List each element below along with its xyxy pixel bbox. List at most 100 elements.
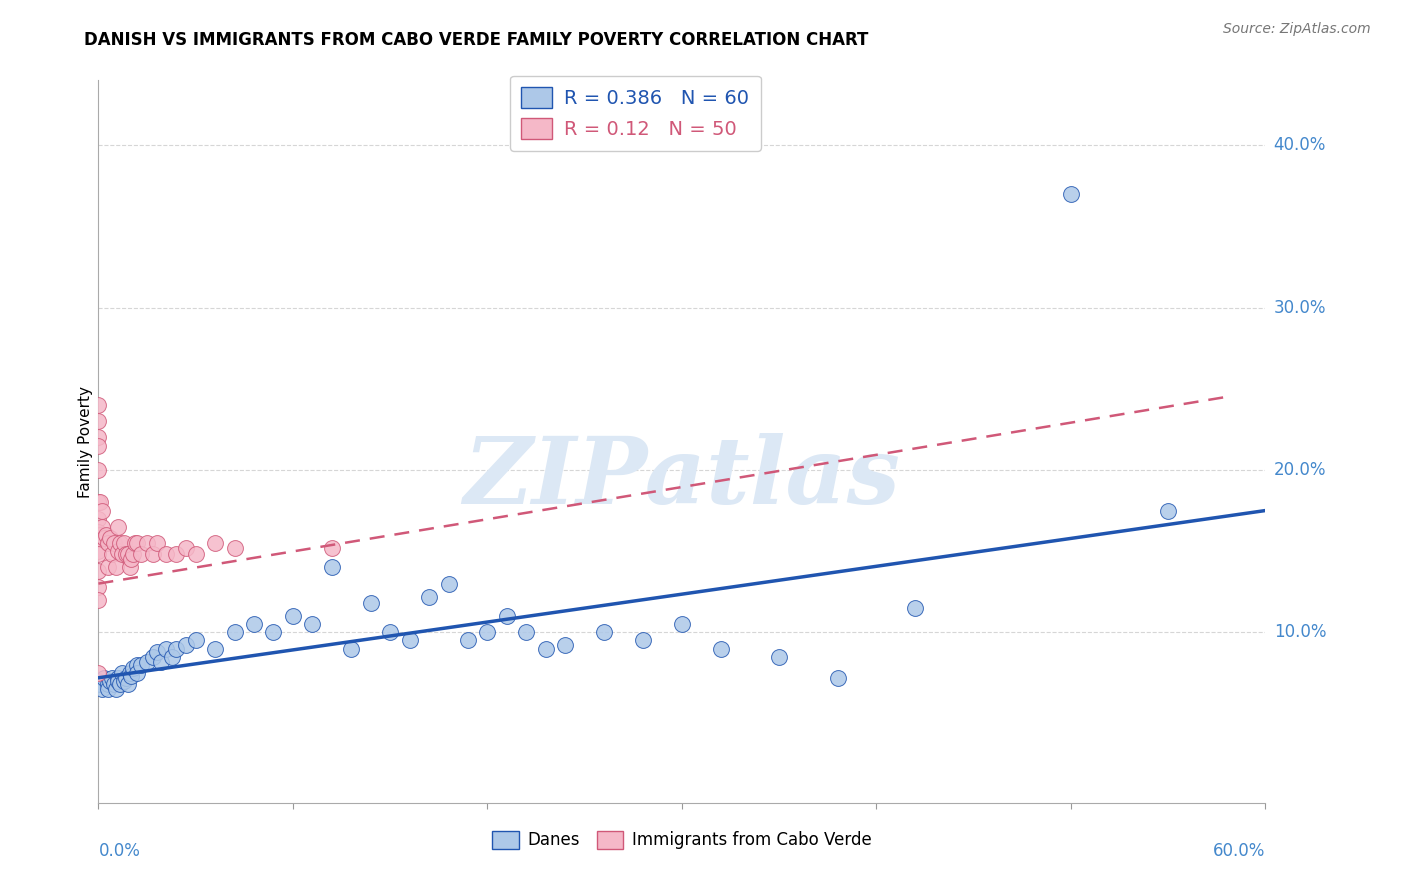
Point — [101, 548, 124, 562]
Point — [87, 495, 110, 509]
Point — [174, 541, 197, 555]
Point — [118, 665, 141, 680]
Point — [87, 524, 110, 539]
Text: Source: ZipAtlas.com: Source: ZipAtlas.com — [1223, 22, 1371, 37]
Point — [149, 655, 172, 669]
Point — [104, 560, 127, 574]
Point — [321, 541, 343, 555]
Point — [457, 633, 479, 648]
Point — [96, 528, 118, 542]
Point — [107, 544, 129, 558]
Point — [127, 657, 149, 672]
Point — [89, 495, 111, 509]
Point — [904, 601, 927, 615]
Point — [204, 536, 226, 550]
Point — [204, 641, 226, 656]
Point — [112, 673, 135, 688]
Text: 10.0%: 10.0% — [1274, 624, 1326, 641]
Point — [262, 625, 284, 640]
Point — [111, 665, 134, 680]
Point — [1060, 186, 1083, 201]
Point — [710, 641, 733, 656]
Point — [87, 430, 110, 444]
Point — [124, 536, 146, 550]
Text: 60.0%: 60.0% — [1213, 842, 1265, 860]
Point — [97, 536, 120, 550]
Point — [127, 665, 149, 680]
Point — [89, 677, 111, 691]
Point — [155, 641, 177, 656]
Point — [129, 657, 152, 672]
Point — [418, 590, 440, 604]
Point — [380, 625, 402, 640]
Point — [174, 638, 197, 652]
Point — [122, 661, 145, 675]
Point — [97, 682, 120, 697]
Point — [87, 531, 110, 545]
Point — [155, 548, 177, 562]
Point — [136, 536, 159, 550]
Point — [87, 463, 110, 477]
Text: 0.0%: 0.0% — [98, 842, 141, 860]
Point — [162, 649, 184, 664]
Point — [114, 548, 136, 562]
Point — [101, 671, 124, 685]
Point — [121, 552, 143, 566]
Point — [87, 564, 110, 578]
Point — [224, 625, 246, 640]
Point — [146, 645, 169, 659]
Point — [114, 671, 136, 685]
Point — [87, 414, 110, 428]
Point — [768, 649, 790, 664]
Point — [437, 576, 460, 591]
Point — [184, 548, 207, 562]
Point — [98, 531, 121, 545]
Point — [107, 671, 129, 685]
Text: 40.0%: 40.0% — [1274, 136, 1326, 154]
Point — [146, 536, 169, 550]
Point — [112, 536, 135, 550]
Point — [111, 548, 134, 562]
Point — [122, 548, 145, 562]
Point — [321, 560, 343, 574]
Point — [87, 439, 110, 453]
Point — [118, 560, 141, 574]
Point — [103, 677, 125, 691]
Point — [87, 580, 110, 594]
Point — [136, 655, 159, 669]
Point — [496, 609, 519, 624]
Point — [360, 596, 382, 610]
Point — [87, 548, 110, 562]
Point — [97, 560, 120, 574]
Point — [184, 633, 207, 648]
Point — [631, 633, 654, 648]
Point — [554, 638, 576, 652]
Legend: Danes, Immigrants from Cabo Verde: Danes, Immigrants from Cabo Verde — [486, 824, 877, 856]
Point — [165, 641, 187, 656]
Point — [93, 671, 115, 685]
Point — [301, 617, 323, 632]
Point — [117, 548, 139, 562]
Text: DANISH VS IMMIGRANTS FROM CABO VERDE FAMILY POVERTY CORRELATION CHART: DANISH VS IMMIGRANTS FROM CABO VERDE FAM… — [84, 31, 869, 49]
Point — [515, 625, 537, 640]
Point — [107, 520, 129, 534]
Point — [107, 673, 129, 688]
Point — [87, 673, 110, 688]
Point — [224, 541, 246, 555]
Point — [103, 536, 125, 550]
Point — [117, 677, 139, 691]
Point — [87, 511, 110, 525]
Point — [243, 617, 266, 632]
Point — [281, 609, 304, 624]
Point — [87, 665, 110, 680]
Point — [142, 548, 165, 562]
Y-axis label: Family Poverty: Family Poverty — [77, 385, 93, 498]
Point — [398, 633, 420, 648]
Point — [91, 520, 114, 534]
Point — [827, 671, 849, 685]
Point — [127, 536, 149, 550]
Text: 20.0%: 20.0% — [1274, 461, 1326, 479]
Point — [89, 528, 111, 542]
Point — [87, 544, 110, 558]
Point — [108, 536, 131, 550]
